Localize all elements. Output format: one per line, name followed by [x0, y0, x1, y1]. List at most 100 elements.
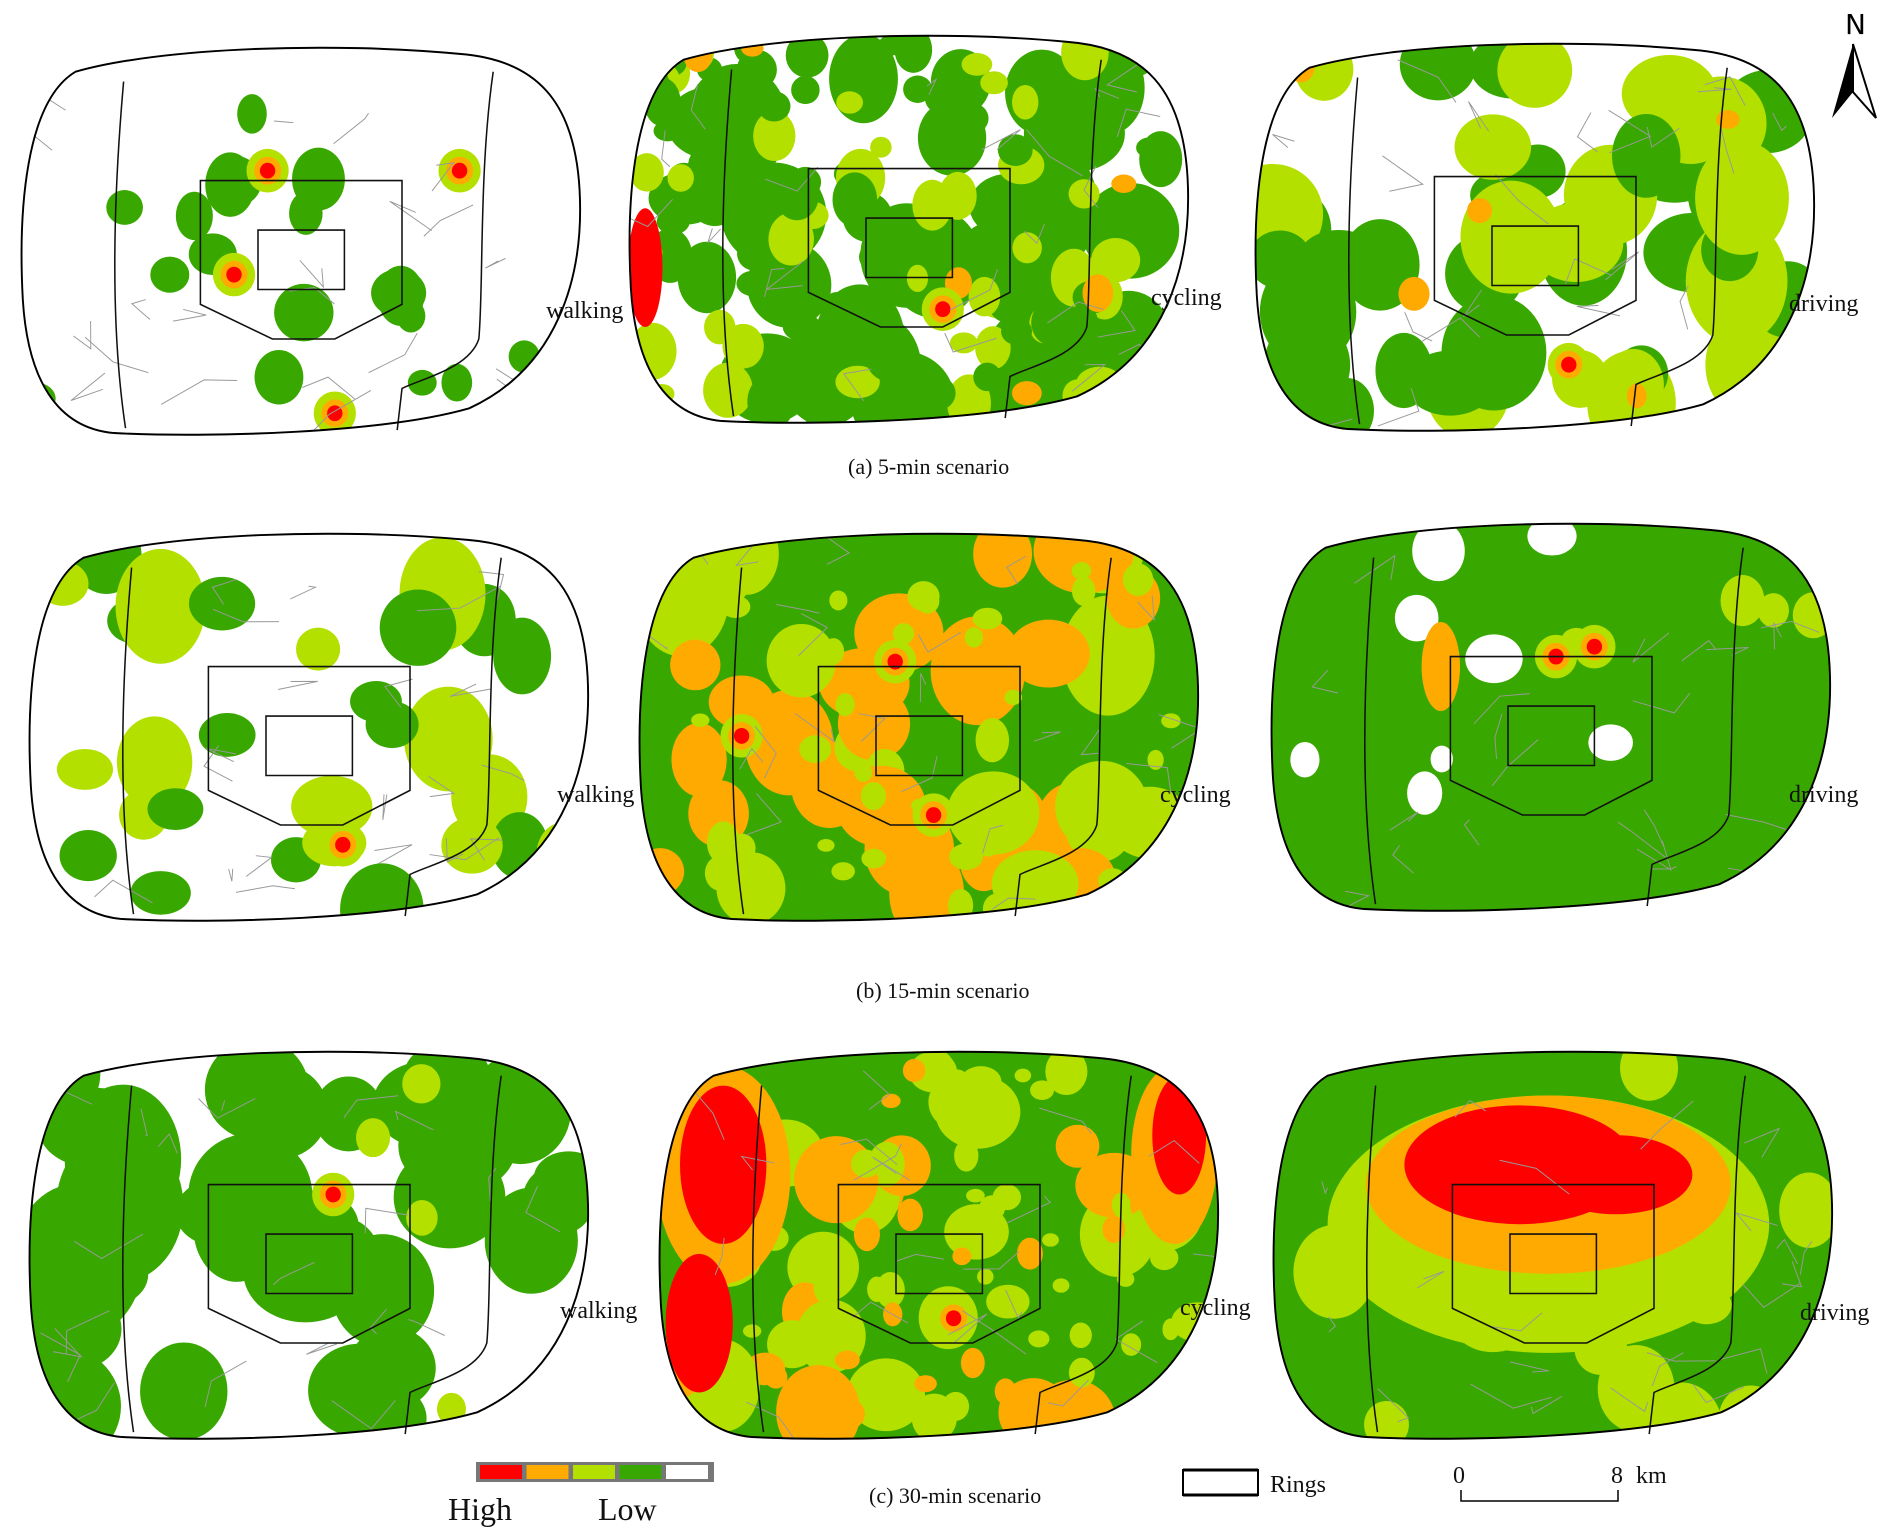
map-panels [20, 34, 1834, 1440]
accessibility-area [1004, 689, 1023, 706]
accessibility-area [1695, 141, 1789, 255]
accessibility-area [1127, 1392, 1166, 1436]
scale-start: 0 [1453, 1463, 1465, 1489]
accessibility-area [629, 208, 663, 328]
accessibility-area [870, 136, 892, 158]
accessibility-area [714, 533, 779, 595]
accessibility-area [776, 1365, 861, 1439]
accessibility-area [1320, 378, 1374, 431]
accessibility-area [1150, 1245, 1179, 1271]
accessibility-area [1110, 35, 1160, 77]
accessibility-area [1122, 563, 1154, 597]
accessibility-area [949, 843, 984, 870]
accessibility-area [903, 75, 933, 103]
accessibility-area [115, 548, 206, 664]
accessibility-area [667, 601, 697, 629]
accessibility-area [878, 35, 905, 56]
accessibility-area [493, 617, 552, 695]
accessibility-area [340, 863, 424, 921]
map-panel-a-cycling [628, 34, 1190, 424]
north-arrow-icon [1832, 44, 1853, 118]
accessibility-area [894, 35, 933, 73]
accessibility-area [671, 722, 727, 797]
accessibility-area [892, 623, 915, 645]
accessibility-area [986, 1284, 1030, 1319]
legend-swatch [480, 1465, 522, 1479]
accessibility-area [972, 607, 1003, 630]
accessibility-area [1364, 1401, 1409, 1439]
accessibility-area [1001, 317, 1033, 345]
study-area-boundary [28, 1050, 590, 1440]
accessibility-area [1055, 1124, 1100, 1168]
accessibility-area [799, 735, 832, 764]
accessibility-area [1068, 1357, 1095, 1388]
study-area-boundary [638, 532, 1200, 922]
accessibility-area [835, 365, 880, 399]
accessibility-area [980, 71, 1008, 95]
accessibility-area [716, 362, 744, 388]
accessibility-area [837, 687, 911, 761]
accessibility-area [356, 1118, 391, 1158]
accessibility-area [1152, 1075, 1207, 1195]
accessibility-area [1538, 1135, 1693, 1215]
study-area-boundary [1270, 522, 1832, 912]
accessibility-area [289, 191, 323, 235]
panel-label-b-cycling: cycling [1160, 782, 1231, 808]
accessibility-area [441, 363, 473, 402]
legend-color-ramp [480, 1465, 708, 1479]
accessibility-area [656, 208, 690, 235]
accessibility-area [1121, 1333, 1142, 1356]
accessibility-area [817, 838, 835, 852]
accessibility-area [1012, 232, 1042, 264]
accessibility-area [274, 283, 334, 342]
accessibility-area [1792, 592, 1831, 639]
rings-legend-swatch [1182, 1469, 1259, 1496]
accessibility-area [902, 1058, 926, 1083]
accessibility-area [1465, 634, 1523, 684]
accessibility-area [1467, 198, 1493, 224]
accessibility-area [1139, 131, 1183, 188]
accessibility-area [296, 627, 341, 671]
accessibility-area [975, 718, 1010, 763]
accessibility-area [861, 848, 887, 869]
accessibility-area [1407, 771, 1443, 815]
accessibility-area [1071, 576, 1096, 606]
accessibility-area [116, 716, 193, 808]
accessibility-area [1398, 276, 1430, 311]
accessibility-area [1115, 1204, 1132, 1222]
legend-low-label: Low [598, 1491, 657, 1527]
accessibility-area [954, 1139, 979, 1172]
accessibility-area [1007, 619, 1090, 688]
accessibility-area [708, 675, 775, 729]
accessibility-area [1137, 358, 1176, 390]
accessibility-area [365, 701, 419, 749]
accessibility-area [766, 623, 837, 698]
accessibility-area [1052, 1278, 1070, 1293]
rings [122, 557, 502, 917]
accessibility-area [737, 236, 773, 271]
north-arrow: N [1832, 8, 1877, 119]
accessibility-area [1412, 523, 1465, 582]
accessibility-area [968, 276, 1001, 317]
map-panel-b-walking [28, 532, 590, 922]
accessibility-area [813, 1271, 841, 1305]
accessibility-area [1497, 43, 1573, 108]
panel-label-b-driving: driving [1789, 782, 1858, 808]
accessibility-area [237, 94, 267, 134]
accessibility-area [1460, 180, 1562, 294]
accessibility-area [639, 848, 685, 895]
accessibility-area [677, 241, 737, 314]
accessibility-area [691, 713, 710, 727]
accessibility-area [175, 191, 213, 241]
accessibility-area [205, 152, 256, 217]
accessibility-area [1612, 113, 1681, 198]
accessibility-area [935, 1075, 1021, 1149]
rings [722, 59, 1102, 419]
accessibility-area [204, 1051, 309, 1141]
accessibility-area [331, 1234, 435, 1347]
legend-swatch [526, 1465, 569, 1479]
accessibility-area [60, 1241, 149, 1308]
accessibility-area [1430, 745, 1453, 773]
accessibility-area [1626, 383, 1647, 409]
